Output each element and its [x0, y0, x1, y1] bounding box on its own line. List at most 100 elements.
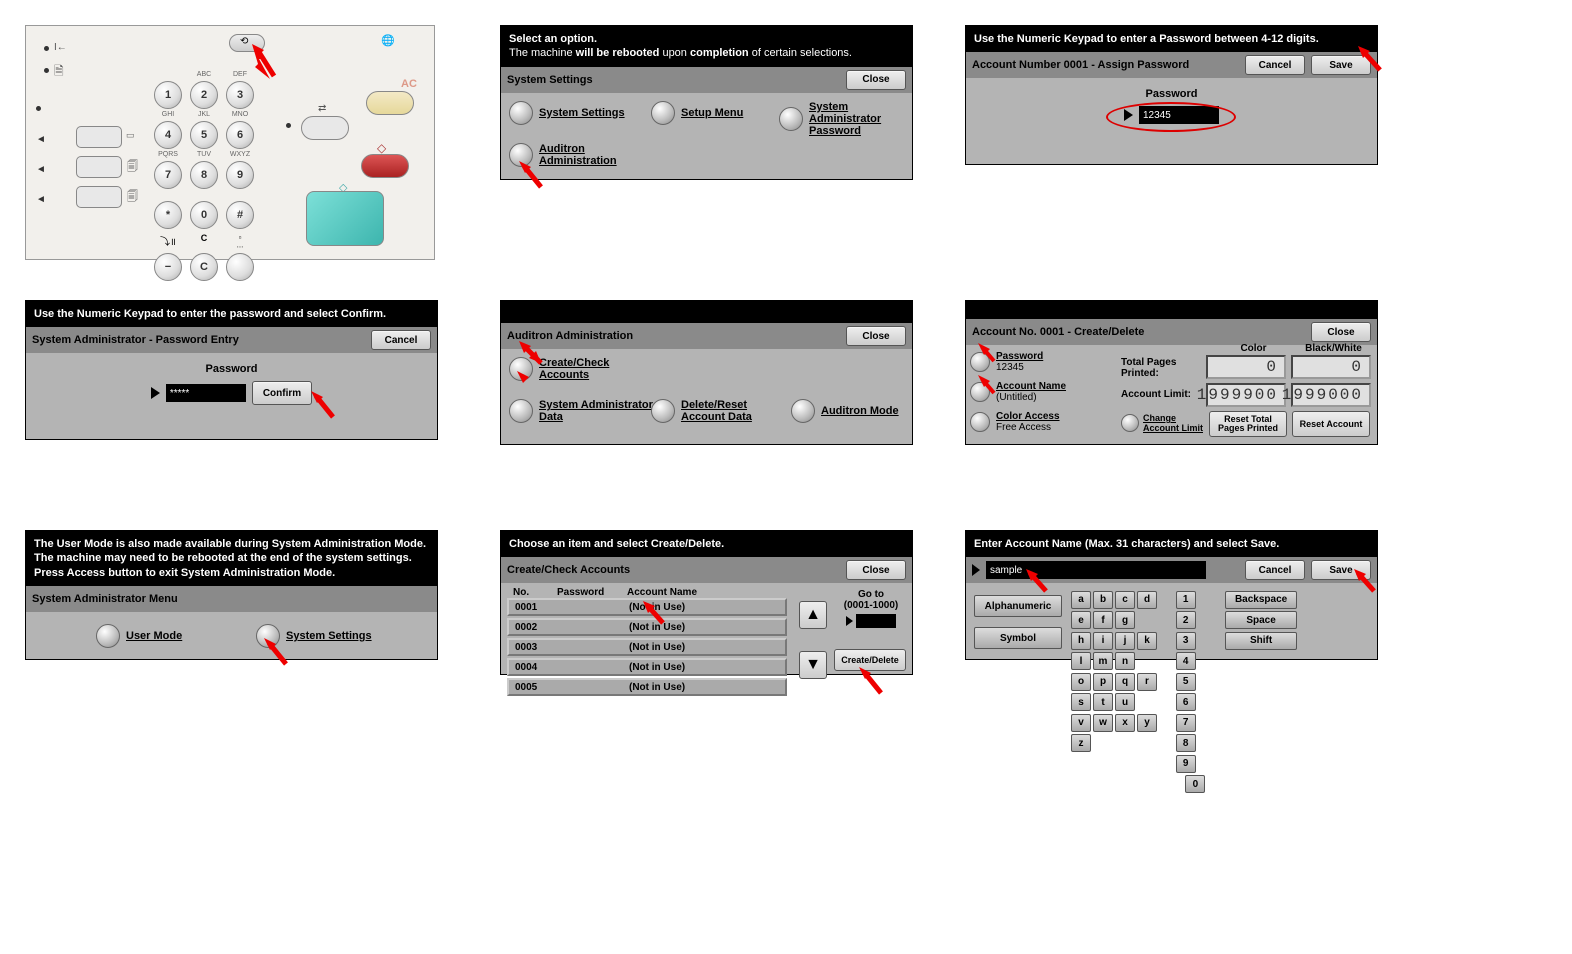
key-b[interactable]: b — [1093, 591, 1113, 609]
key-4[interactable]: 4 — [154, 121, 182, 149]
key-2[interactable]: 2 — [190, 81, 218, 109]
key-u[interactable]: u — [1115, 693, 1135, 711]
close-button[interactable]: Close — [846, 326, 906, 346]
color-access-option[interactable] — [970, 412, 990, 432]
key-d[interactable]: d — [1137, 591, 1157, 609]
login-button[interactable]: ⟲ — [229, 34, 265, 52]
cancel-button[interactable]: Cancel — [371, 330, 431, 350]
key-4[interactable]: 4 — [1176, 652, 1196, 670]
delete-reset-option[interactable] — [651, 399, 675, 423]
key-3[interactable]: 3 — [226, 81, 254, 109]
reset-total-button[interactable]: Reset TotalPages Printed — [1209, 411, 1287, 437]
key-t[interactable]: t — [1093, 693, 1113, 711]
change-limit-button[interactable] — [1121, 414, 1139, 432]
close-button[interactable]: Close — [846, 70, 906, 90]
setup-menu-option[interactable] — [651, 101, 675, 125]
key-l[interactable]: l — [1071, 652, 1091, 670]
key-e[interactable]: e — [1071, 611, 1091, 629]
key-s[interactable]: s — [1071, 693, 1091, 711]
key-k[interactable]: k — [1137, 632, 1157, 650]
symbol-tab[interactable]: Symbol — [974, 627, 1062, 649]
cancel-button[interactable]: Cancel — [1245, 55, 1305, 75]
close-button[interactable]: Close — [846, 560, 906, 580]
key-i[interactable]: i — [1093, 632, 1113, 650]
key-h[interactable]: h — [1071, 632, 1091, 650]
key-star[interactable]: * — [154, 201, 182, 229]
create-check-option[interactable] — [509, 357, 533, 381]
table-row[interactable]: 0005(Not in Use) — [507, 678, 787, 696]
key-3[interactable]: 3 — [1176, 632, 1196, 650]
key-6[interactable]: 6 — [226, 121, 254, 149]
start-button[interactable] — [306, 191, 384, 246]
key-c[interactable]: C — [190, 253, 218, 281]
left-btn-1[interactable] — [76, 126, 122, 148]
key-5[interactable]: 5 — [190, 121, 218, 149]
p4-password-value[interactable]: ***** — [166, 384, 246, 402]
create-delete-button[interactable]: Create/Delete — [834, 649, 906, 671]
key-w[interactable]: w — [1093, 714, 1113, 732]
scroll-down-button[interactable]: ▼ — [799, 651, 827, 679]
shift-key[interactable]: Shift — [1225, 632, 1297, 650]
account-name-input[interactable]: sample — [986, 561, 1206, 579]
table-row[interactable]: 0001(Not in Use) — [507, 598, 787, 616]
table-row[interactable]: 0003(Not in Use) — [507, 638, 787, 656]
account-name-option[interactable] — [970, 382, 990, 402]
auditron-mode-option[interactable] — [791, 399, 815, 423]
system-settings-option[interactable] — [256, 624, 280, 648]
key-v[interactable]: v — [1071, 714, 1091, 732]
key-q[interactable]: q — [1115, 673, 1135, 691]
auditron-admin-option[interactable] — [509, 143, 533, 167]
key-m[interactable]: m — [1093, 652, 1113, 670]
save-button[interactable]: Save — [1311, 55, 1371, 75]
key-0[interactable]: 0 — [1185, 775, 1205, 793]
table-row[interactable]: 0002(Not in Use) — [507, 618, 787, 636]
key-r[interactable]: r — [1137, 673, 1157, 691]
key-1[interactable]: 1 — [154, 81, 182, 109]
stop-button[interactable] — [361, 154, 409, 178]
key-p[interactable]: p — [1093, 673, 1113, 691]
clear-all-button[interactable] — [366, 91, 414, 115]
system-settings-option[interactable] — [509, 101, 533, 125]
sysadmin-password-option[interactable] — [779, 107, 803, 131]
key-j[interactable]: j — [1115, 632, 1135, 650]
password-option[interactable] — [970, 352, 990, 372]
key-c[interactable]: c — [1115, 591, 1135, 609]
backspace-key[interactable]: Backspace — [1225, 591, 1297, 609]
key-9[interactable]: 9 — [226, 161, 254, 189]
sysadmin-data-option[interactable] — [509, 399, 533, 423]
key-o[interactable]: o — [1071, 673, 1091, 691]
reset-account-button[interactable]: Reset Account — [1292, 411, 1370, 437]
key-f[interactable]: f — [1093, 611, 1113, 629]
key-1[interactable]: 1 — [1176, 591, 1196, 609]
left-btn-3[interactable] — [76, 186, 122, 208]
key-hash[interactable]: # — [226, 201, 254, 229]
close-button[interactable]: Close — [1311, 322, 1371, 342]
key-7[interactable]: 7 — [1176, 714, 1196, 732]
save-button[interactable]: Save — [1311, 560, 1371, 580]
key-6[interactable]: 6 — [1176, 693, 1196, 711]
key-2[interactable]: 2 — [1176, 611, 1196, 629]
key-7[interactable]: 7 — [154, 161, 182, 189]
left-btn-2[interactable] — [76, 156, 122, 178]
key-9[interactable]: 9 — [1176, 755, 1196, 773]
key-z[interactable]: z — [1071, 734, 1091, 752]
confirm-button[interactable]: Confirm — [252, 381, 312, 405]
key-y[interactable]: y — [1137, 714, 1157, 732]
key-8[interactable]: 8 — [190, 161, 218, 189]
key-pause[interactable]: − — [154, 253, 182, 281]
key-0[interactable]: 0 — [190, 201, 218, 229]
table-row[interactable]: 0004(Not in Use) — [507, 658, 787, 676]
goto-input[interactable] — [856, 614, 896, 628]
scroll-up-button[interactable]: ▲ — [799, 601, 827, 629]
p3-password-value[interactable]: 12345 — [1139, 106, 1219, 124]
alphanumeric-tab[interactable]: Alphanumeric — [974, 595, 1062, 617]
key-5[interactable]: 5 — [1176, 673, 1196, 691]
key-x[interactable]: x — [1115, 714, 1135, 732]
interrupt-button[interactable] — [301, 116, 349, 140]
key-speed[interactable] — [226, 253, 254, 281]
key-a[interactable]: a — [1071, 591, 1091, 609]
key-g[interactable]: g — [1115, 611, 1135, 629]
key-8[interactable]: 8 — [1176, 734, 1196, 752]
user-mode-option[interactable] — [96, 624, 120, 648]
space-key[interactable]: Space — [1225, 611, 1297, 629]
